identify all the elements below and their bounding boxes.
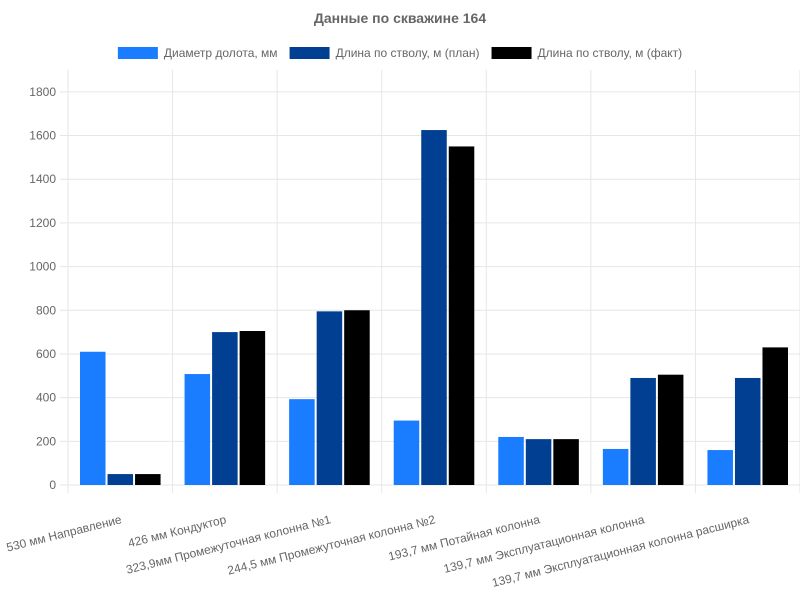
bar-series-3-cat-4 (448, 146, 475, 485)
bar-series-3-cat-3 (344, 310, 370, 485)
bar-series-2-cat-3 (316, 311, 343, 485)
bar-series-3-cat-7 (762, 347, 788, 485)
bar-series-1-cat-1 (80, 351, 106, 485)
legend-swatch (289, 47, 330, 59)
bar-series-2-cat-2 (212, 332, 238, 485)
bar-series-3-cat-5 (553, 439, 579, 485)
x-axis: 530 мм Направление 426 мм Кондуктор323,9м… (5, 512, 751, 590)
bars (80, 130, 788, 485)
bar-series-3-cat-1 (135, 474, 161, 485)
y-tick-label: 1000 (29, 260, 56, 274)
bar-series-2-cat-5 (525, 439, 552, 485)
legend-label: Длина по стволу, м (факт) (538, 46, 683, 60)
y-tick-label: 400 (36, 391, 56, 405)
bar-series-2-cat-6 (630, 377, 656, 485)
y-axis: 0 200 400 600 800 1000 1200 1400 1600 1800 (29, 85, 56, 492)
legend-swatch (117, 47, 158, 59)
bar-series-2-cat-4 (421, 130, 447, 485)
legend: Диаметр долота, мм Длина по стволу, м (пл… (117, 46, 683, 60)
y-tick-label: 1400 (29, 172, 56, 186)
legend-label: Длина по стволу, м (план) (336, 46, 480, 60)
bar-series-1-cat-5 (498, 436, 524, 485)
bar-series-1-cat-6 (602, 448, 629, 485)
y-tick-label: 1800 (29, 85, 56, 99)
bar-series-2-cat-1 (107, 474, 134, 485)
bar-series-3-cat-6 (657, 374, 684, 485)
y-tick-label: 1600 (29, 129, 56, 143)
x-tick-label: 530 мм Направление (5, 512, 123, 554)
chart-title: Данные по скважине 164 (314, 10, 486, 26)
legend-item-3[interactable]: Длина по стволу, м (факт) (491, 46, 683, 60)
bar-series-3-cat-2 (239, 331, 266, 485)
y-tick-label: 200 (36, 434, 56, 448)
bar-series-1-cat-3 (289, 399, 315, 485)
y-tick-label: 1200 (29, 216, 56, 230)
legend-swatch (491, 47, 532, 59)
legend-item-1[interactable]: Диаметр долота, мм (117, 46, 278, 60)
y-tick-label: 800 (36, 303, 56, 317)
y-tick-label: 600 (36, 347, 56, 361)
bar-series-2-cat-7 (734, 377, 761, 485)
legend-label: Диаметр долота, мм (164, 46, 278, 60)
bar-series-1-cat-7 (707, 450, 733, 485)
bar-series-1-cat-4 (393, 420, 420, 485)
legend-item-2[interactable]: Длина по стволу, м (план) (289, 46, 480, 60)
bar-series-1-cat-2 (184, 374, 211, 485)
y-tick-label: 0 (49, 478, 56, 492)
